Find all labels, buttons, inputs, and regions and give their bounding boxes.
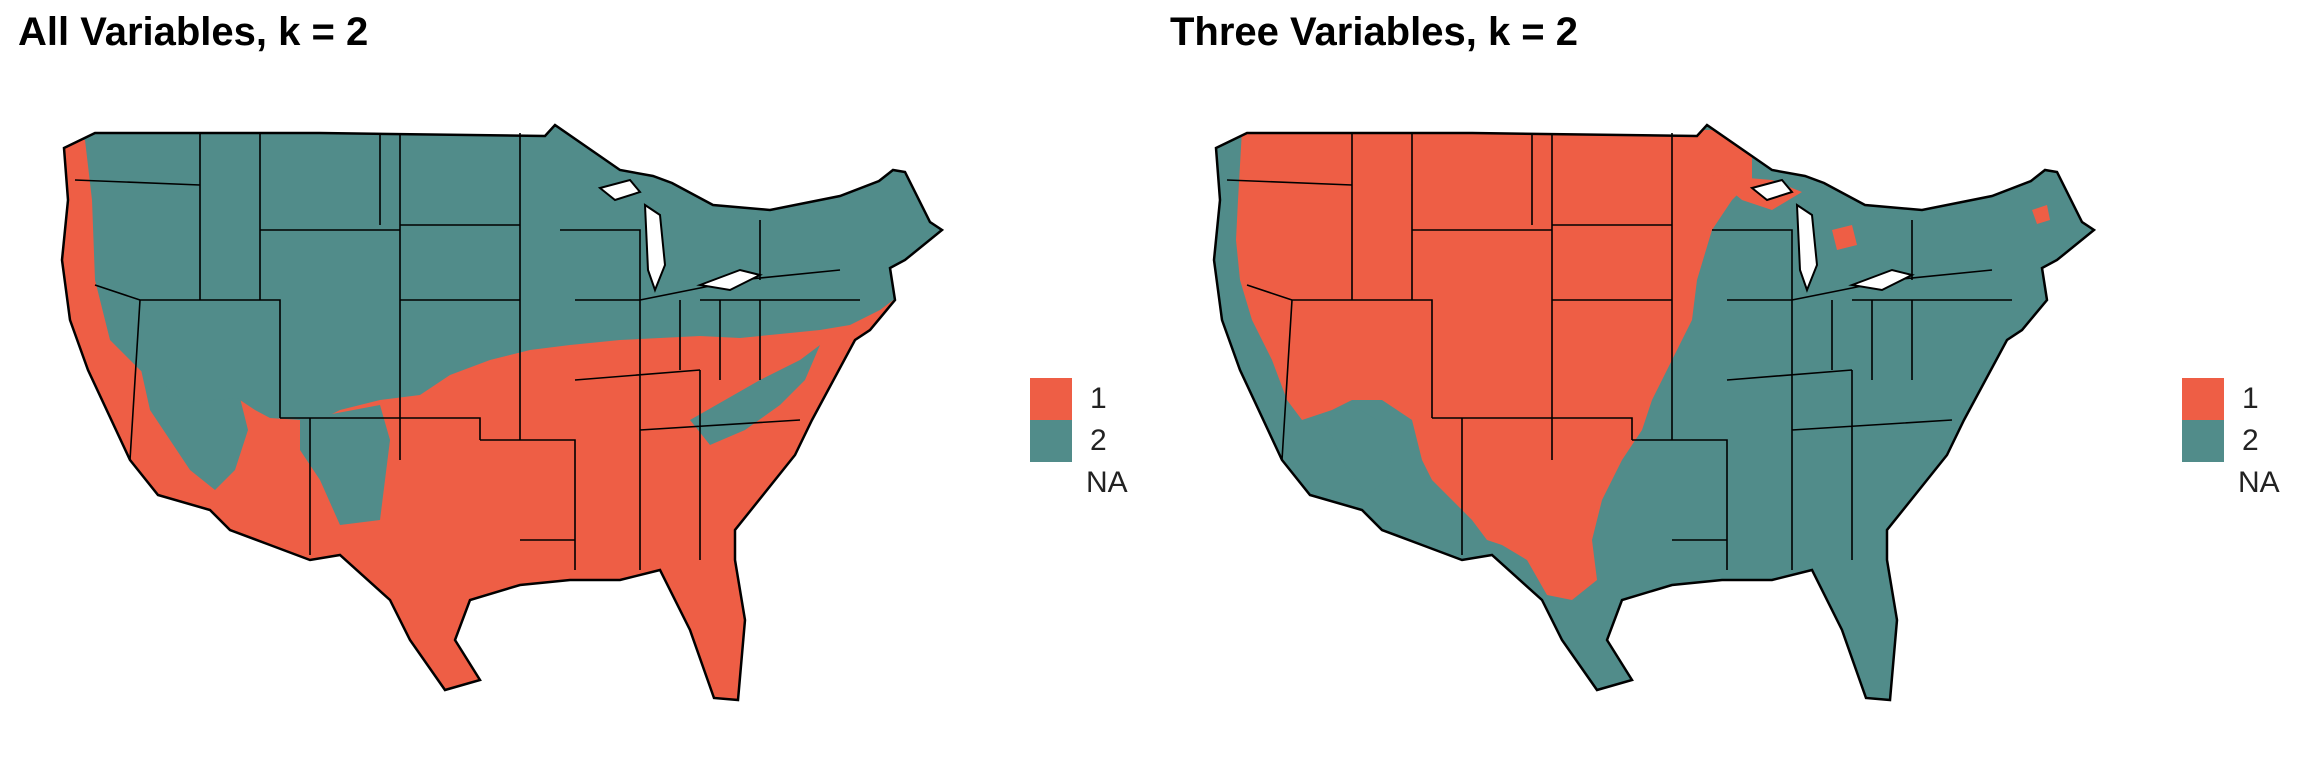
- panel-title: Three Variables, k = 2: [1170, 10, 1579, 54]
- cluster-1-region: [1236, 130, 1752, 600]
- legend-swatch: [2182, 378, 2224, 420]
- legend-label: 2: [2242, 424, 2259, 457]
- us-outline: [60, 123, 945, 702]
- us-cluster-map: [1212, 123, 2097, 702]
- state-borders: [74, 133, 860, 570]
- state-borders: [1226, 133, 2012, 570]
- us-cluster-map: [60, 123, 945, 702]
- map-panel-all-variables: All Variables, k = 2 1: [18, 10, 1128, 702]
- legend-swatch: [1030, 378, 1072, 420]
- legend-swatch: [2182, 420, 2224, 462]
- cluster-2-inlet-west: [140, 365, 248, 490]
- cluster-2-inlet-arizona: [300, 405, 390, 525]
- cluster-1-maine-spot: [2032, 205, 2050, 224]
- legend-label: 1: [2242, 382, 2259, 415]
- legend-swatch: [1030, 420, 1072, 462]
- legend-label: 2: [1090, 424, 1107, 457]
- great-lakes: [1749, 178, 1915, 293]
- legend-label: 1: [1090, 382, 1107, 415]
- legend-label: NA: [2238, 466, 2280, 499]
- panel-title: All Variables, k = 2: [18, 10, 369, 54]
- cluster-2-sierra: [1322, 405, 1392, 495]
- great-lakes: [597, 178, 763, 293]
- cluster-2-appalachia: [690, 345, 820, 445]
- us-outline: [1212, 123, 2097, 702]
- cluster-1-michigan-spot: [1832, 225, 1857, 250]
- map-panel-three-variables: Three Variables, k = 2 1: [1152, 0, 2304, 768]
- legend-label: NA: [1086, 466, 1128, 499]
